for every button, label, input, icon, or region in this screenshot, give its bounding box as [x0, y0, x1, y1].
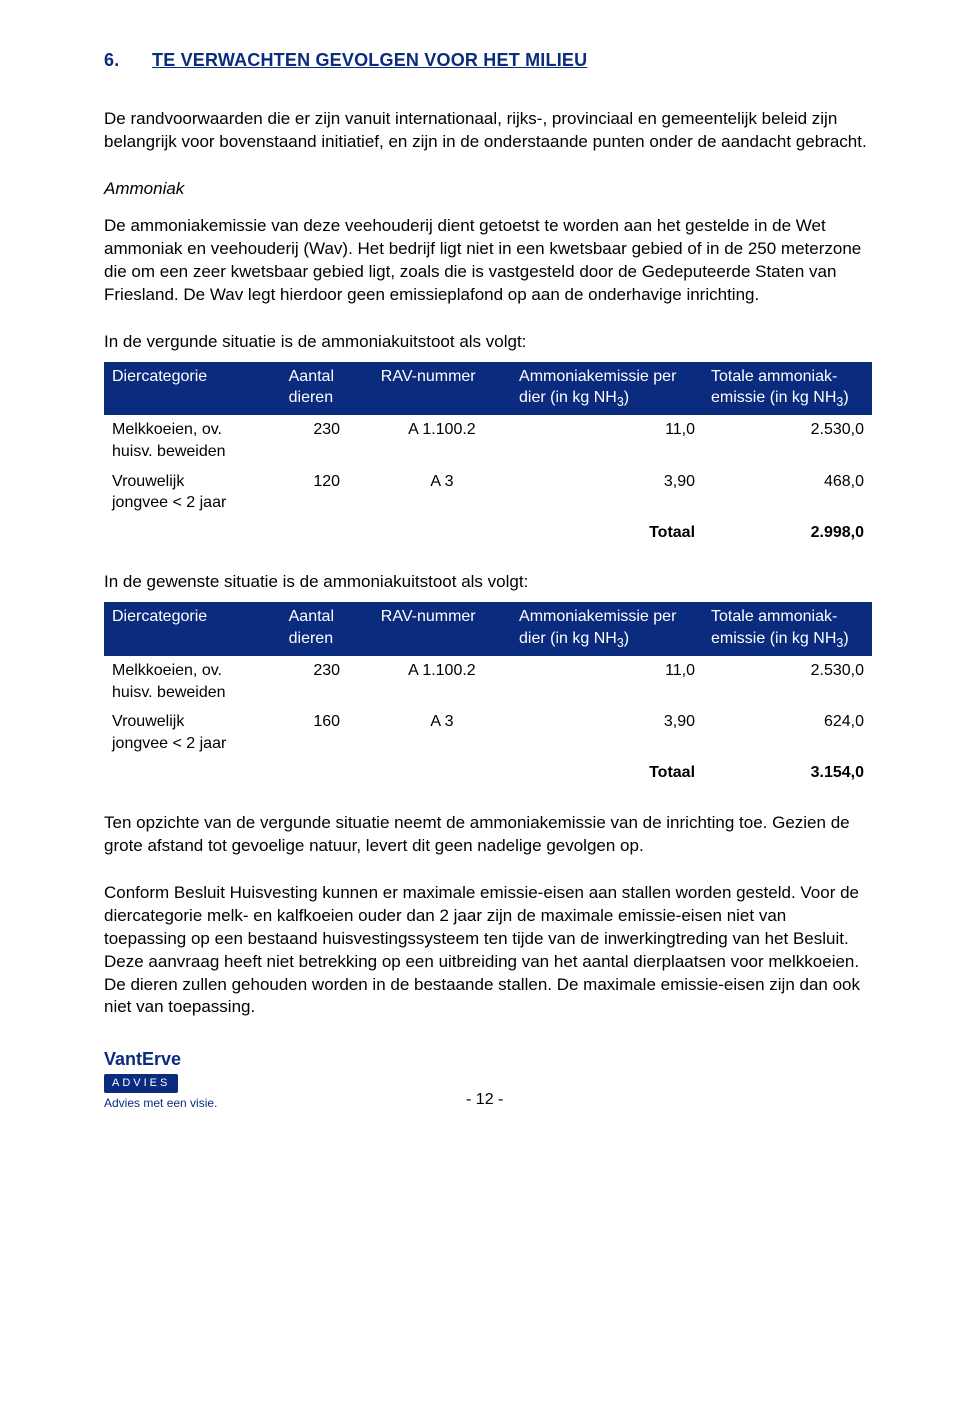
cell-aantal: 160	[281, 707, 373, 758]
table-row: Melkkoeien, ov. huisv. beweiden 230 A 1.…	[104, 415, 872, 466]
col-totaal-l2a: emissie (in kg NH	[711, 389, 836, 406]
cell-cat: Melkkoeien, ov. huisv. beweiden	[104, 656, 281, 707]
col-per-dier-l2b: )	[624, 630, 629, 647]
col-per-dier-l2b: )	[624, 389, 629, 406]
logo-tagline: Advies met een visie.	[104, 1095, 217, 1111]
cell-tot: 468,0	[703, 467, 872, 518]
cell-cat: Melkkoeien, ov. huisv. beweiden	[104, 415, 281, 466]
col-per-dier: Ammoniakemissie per dier (in kg NH3)	[511, 362, 703, 416]
cell-aantal: 120	[281, 467, 373, 518]
cell-rav: A 3	[373, 707, 511, 758]
col-aantal: Aantal dieren	[281, 362, 373, 416]
col-aantal-l1: Aantal	[289, 608, 334, 625]
col-totaal-l2a: emissie (in kg NH	[711, 630, 836, 647]
closing-paragraph-3: Deze aanvraag heeft niet betrekking op e…	[104, 951, 872, 1020]
page-footer: VantErve ADVIES Advies met een visie. - …	[104, 1047, 872, 1134]
cell-rav: A 1.100.2	[373, 656, 511, 707]
table-row: Vrouwelijk jongvee < 2 jaar 120 A 3 3,90…	[104, 467, 872, 518]
section-number: 6.	[104, 48, 152, 72]
table-row: Melkkoeien, ov. huisv. beweiden 230 A 1.…	[104, 656, 872, 707]
cell-cat: Vrouwelijk jongvee < 2 jaar	[104, 467, 281, 518]
closing-paragraph-2: Conform Besluit Huisvesting kunnen er ma…	[104, 882, 872, 951]
cell-per: 11,0	[511, 656, 703, 707]
intro-paragraph: De randvoorwaarden die er zijn vanuit in…	[104, 108, 872, 154]
col-diercategorie: Diercategorie	[104, 602, 281, 656]
cell-per: 3,90	[511, 707, 703, 758]
cell-tot: 2.530,0	[703, 415, 872, 466]
ammonia-table-permitted: Diercategorie Aantal dieren RAV-nummer A…	[104, 362, 872, 548]
table1-intro: In de vergunde situatie is de ammoniakui…	[104, 331, 872, 354]
table2-intro: In de gewenste situatie is de ammoniakui…	[104, 571, 872, 594]
col-per-dier-l1: Ammoniakemissie per	[519, 608, 676, 625]
cell-tot: 2.530,0	[703, 656, 872, 707]
cell-rav: A 3	[373, 467, 511, 518]
col-rav: RAV-nummer	[373, 602, 511, 656]
cell-cat: Vrouwelijk jongvee < 2 jaar	[104, 707, 281, 758]
col-aantal-l2: dieren	[289, 630, 333, 647]
ammoniak-paragraph-1: De ammoniakemissie van deze veehouderij …	[104, 215, 872, 307]
cell-rav: A 1.100.2	[373, 415, 511, 466]
table-total-row: Totaal 3.154,0	[104, 758, 872, 788]
col-aantal-l2: dieren	[289, 389, 333, 406]
col-totaal: Totale ammoniak- emissie (in kg NH3)	[703, 362, 872, 416]
logo-text: VantErve	[104, 1047, 181, 1071]
cell-per: 11,0	[511, 415, 703, 466]
col-rav: RAV-nummer	[373, 362, 511, 416]
page-number: - 12 -	[466, 1089, 503, 1111]
logo-block: VantErve ADVIES Advies met een visie.	[104, 1047, 217, 1110]
total-value: 3.154,0	[703, 758, 872, 788]
cell-aantal: 230	[281, 656, 373, 707]
col-totaal-l1: Totale ammoniak-	[711, 368, 837, 385]
nh3-sub: 3	[617, 636, 624, 650]
col-per-dier-l1: Ammoniakemissie per	[519, 368, 676, 385]
ammonia-table-desired: Diercategorie Aantal dieren RAV-nummer A…	[104, 602, 872, 788]
col-per-dier-l2a: dier (in kg NH	[519, 630, 617, 647]
col-per-dier: Ammoniakemissie per dier (in kg NH3)	[511, 602, 703, 656]
closing-paragraph-1: Ten opzichte van de vergunde situatie ne…	[104, 812, 872, 858]
cell-per: 3,90	[511, 467, 703, 518]
col-totaal-l2b: )	[843, 630, 848, 647]
col-diercategorie: Diercategorie	[104, 362, 281, 416]
nh3-sub: 3	[617, 396, 624, 410]
total-label: Totaal	[511, 518, 703, 548]
col-aantal-l1: Aantal	[289, 368, 334, 385]
total-label: Totaal	[511, 758, 703, 788]
col-aantal: Aantal dieren	[281, 602, 373, 656]
section-title: TE VERWACHTEN GEVOLGEN VOOR HET MILIEU	[152, 50, 587, 70]
cell-tot: 624,0	[703, 707, 872, 758]
col-totaal-l1: Totale ammoniak-	[711, 608, 837, 625]
table-row: Vrouwelijk jongvee < 2 jaar 160 A 3 3,90…	[104, 707, 872, 758]
table-total-row: Totaal 2.998,0	[104, 518, 872, 548]
cell-aantal: 230	[281, 415, 373, 466]
col-totaal: Totale ammoniak- emissie (in kg NH3)	[703, 602, 872, 656]
subsection-heading-ammoniak: Ammoniak	[104, 178, 872, 201]
col-per-dier-l2a: dier (in kg NH	[519, 389, 617, 406]
total-value: 2.998,0	[703, 518, 872, 548]
col-totaal-l2b: )	[843, 389, 848, 406]
logo-badge: ADVIES	[104, 1074, 178, 1093]
section-heading: 6.TE VERWACHTEN GEVOLGEN VOOR HET MILIEU	[104, 48, 872, 72]
